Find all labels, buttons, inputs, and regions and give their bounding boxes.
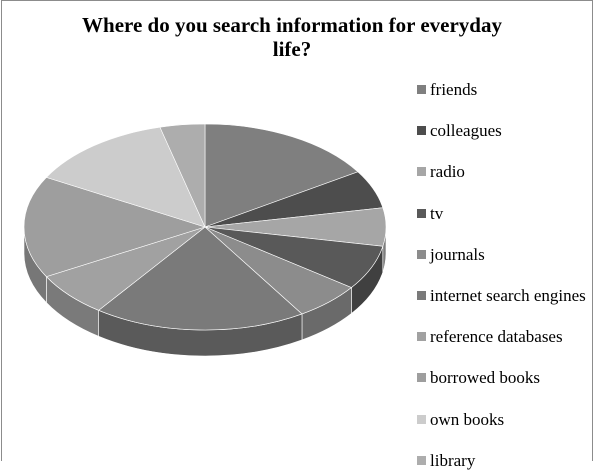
legend-label: own books	[430, 409, 505, 429]
legend-swatch	[417, 291, 426, 300]
legend-label: radio	[430, 162, 465, 182]
legend-swatch	[417, 414, 426, 424]
chart-frame: Where do you search information for ever…	[1, 0, 593, 461]
chart-title-line-1: Where do you search information for ever…	[82, 13, 502, 37]
legend-label: library	[430, 450, 476, 470]
chart-title-line-2: life?	[272, 37, 312, 61]
legend-swatch	[417, 249, 426, 259]
pie-slice-library	[159, 123, 206, 228]
chart-title: Where do you search information for ever…	[42, 13, 542, 61]
legend-label: tv	[430, 203, 444, 223]
legend-swatch	[417, 126, 426, 136]
legend-swatch	[417, 85, 426, 94]
legend-swatch	[417, 167, 426, 177]
legend-swatch	[417, 208, 426, 218]
legend-swatch	[417, 455, 426, 465]
legend-swatch	[417, 373, 426, 383]
legend-label: colleagues	[430, 121, 502, 141]
legend-label: borrowed books	[430, 368, 541, 388]
pie-slice-internet-search-engines	[98, 226, 303, 331]
legend-label: journals	[430, 244, 485, 264]
pie-slice-borrowed-books	[23, 177, 207, 277]
legend-label: reference databases	[430, 327, 563, 347]
pie-slice-friends	[204, 123, 359, 228]
legend-swatch	[417, 332, 426, 342]
legend-label: internet search engines	[430, 286, 586, 305]
pie-slice-own-books	[45, 126, 206, 228]
legend-label: friends	[430, 80, 478, 99]
